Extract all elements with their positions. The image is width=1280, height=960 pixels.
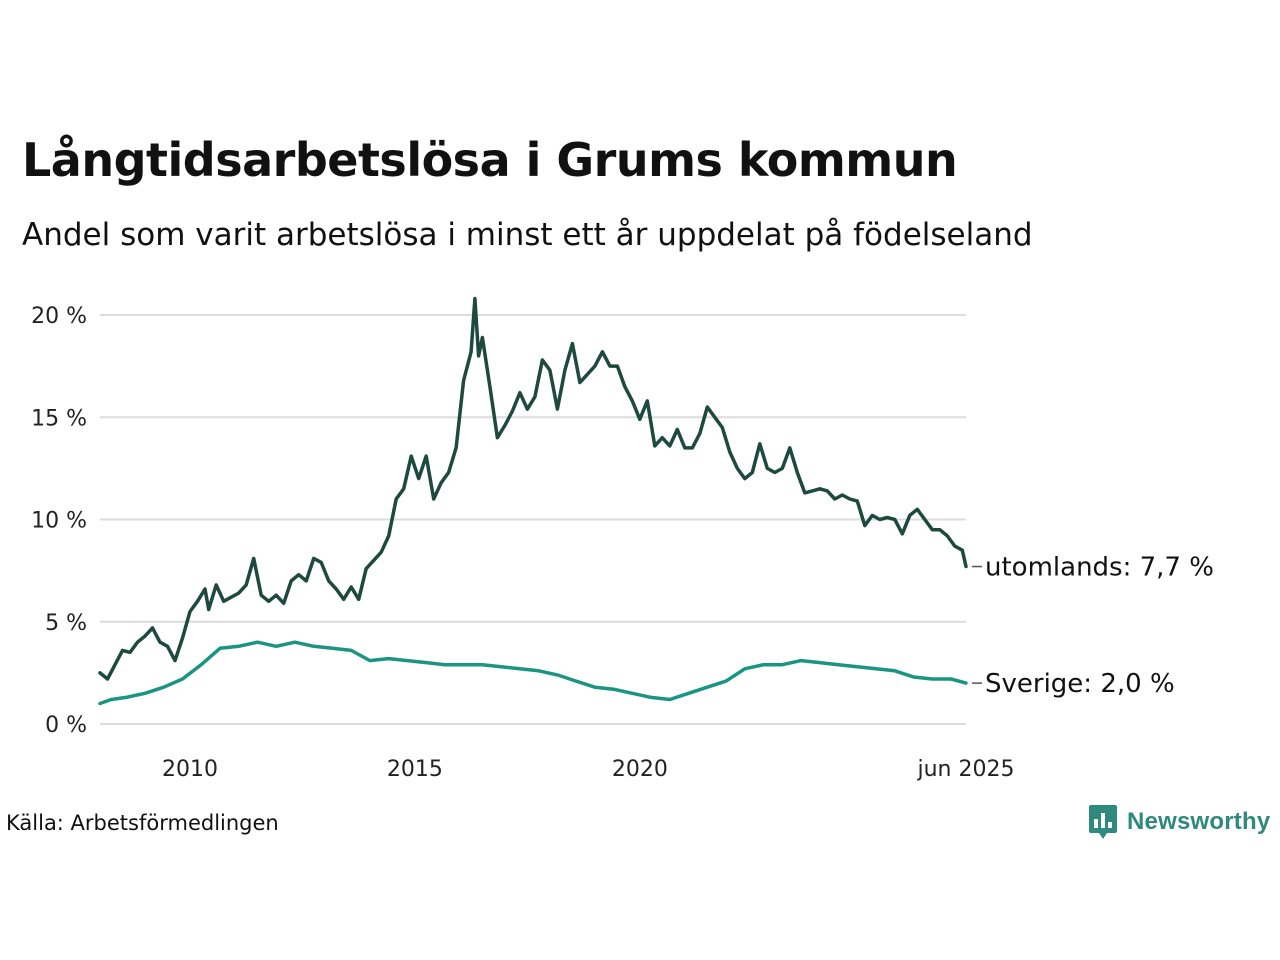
x-tick-label: 2015 bbox=[387, 757, 443, 782]
y-tick-label: 20 % bbox=[31, 304, 87, 329]
end-label-utomlands: utomlands: 7,7 % bbox=[985, 553, 1214, 583]
chart-title: Långtidsarbetslösa i Grums kommun bbox=[22, 133, 958, 187]
y-tick-label: 15 % bbox=[31, 406, 87, 431]
y-tick-label: 0 % bbox=[45, 713, 87, 738]
brand-logo[interactable]: Newsworthy bbox=[1088, 803, 1270, 841]
series-line-utomlands bbox=[98, 296, 968, 681]
x-tick-label: jun 2025 bbox=[917, 757, 1015, 782]
x-tick-label: 2010 bbox=[162, 757, 218, 782]
end-label-sverige: Sverige: 2,0 % bbox=[985, 669, 1175, 699]
y-tick-label: 5 % bbox=[45, 611, 87, 636]
series-line-sverige bbox=[98, 640, 968, 706]
y-tick-label: 10 % bbox=[31, 509, 87, 534]
x-tick-label: 2020 bbox=[612, 757, 668, 782]
chart-subtitle: Andel som varit arbetslösa i minst ett å… bbox=[22, 217, 1033, 253]
newsworthy-logo-icon bbox=[1089, 805, 1117, 839]
source-note: Källa: Arbetsförmedlingen bbox=[6, 811, 279, 835]
brand-name: Newsworthy bbox=[1127, 808, 1271, 835]
